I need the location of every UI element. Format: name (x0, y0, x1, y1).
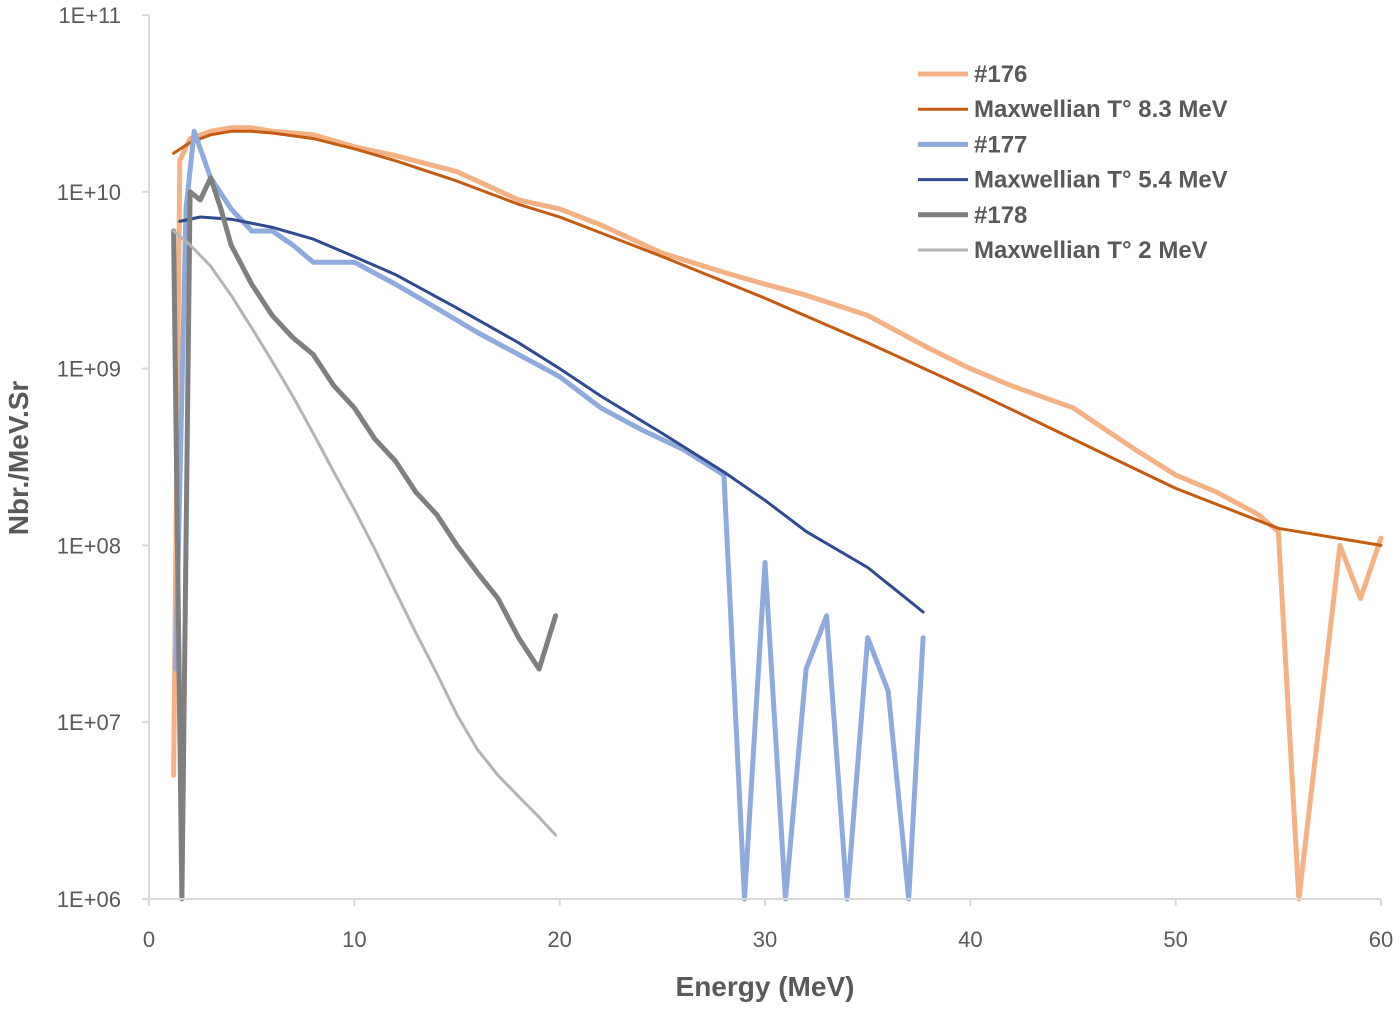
series-line-maxwellian-t-5-4-mev (178, 215, 925, 614)
legend-label: #177 (974, 131, 1027, 158)
series-line-177 (173, 128, 926, 902)
series-line-maxwellian-t-8-3-mev (172, 129, 1383, 547)
y-tick-label: 1E+08 (57, 533, 121, 558)
x-tick-label: 50 (1163, 927, 1187, 952)
axes-group (142, 14, 1382, 906)
x-tick-label: 30 (753, 927, 777, 952)
legend-label: Maxwellian T° 5.4 MeV (974, 167, 1228, 194)
x-tick-label: 60 (1369, 927, 1393, 952)
series-group (171, 125, 1384, 902)
y-axis-title: Nbr./MeV.Sr (3, 381, 34, 536)
tick-labels-group: 0 10 20 30 40 50 60 1E+06 1E+07 1E+08 1E+09 1E+10 1E… (57, 3, 1393, 952)
y-tick-label: 1E+07 (57, 710, 121, 735)
x-axis-title: Energy (MeV) (676, 971, 855, 1002)
legend-label: #176 (974, 61, 1027, 88)
y-tick-label: 1E+10 (57, 180, 121, 205)
x-tick-label: 20 (547, 927, 571, 952)
series-line-178 (171, 175, 559, 902)
y-tick-label: 1E+06 (57, 887, 121, 912)
legend-label: #178 (974, 202, 1027, 229)
legend-label: Maxwellian T° 8.3 MeV (974, 96, 1228, 123)
legend-label: Maxwellian T° 2 MeV (974, 237, 1208, 264)
x-tick-label: 0 (143, 927, 155, 952)
legend: #176 Maxwellian T° 8.3 MeV #177 Maxwellian … (918, 61, 1228, 264)
x-tick-label: 10 (342, 927, 366, 952)
series-line-maxwellian-t-2-mev (172, 229, 558, 837)
y-tick-label: 1E+11 (58, 3, 121, 28)
y-tick-label: 1E+09 (57, 357, 121, 382)
x-tick-label: 40 (958, 927, 982, 952)
